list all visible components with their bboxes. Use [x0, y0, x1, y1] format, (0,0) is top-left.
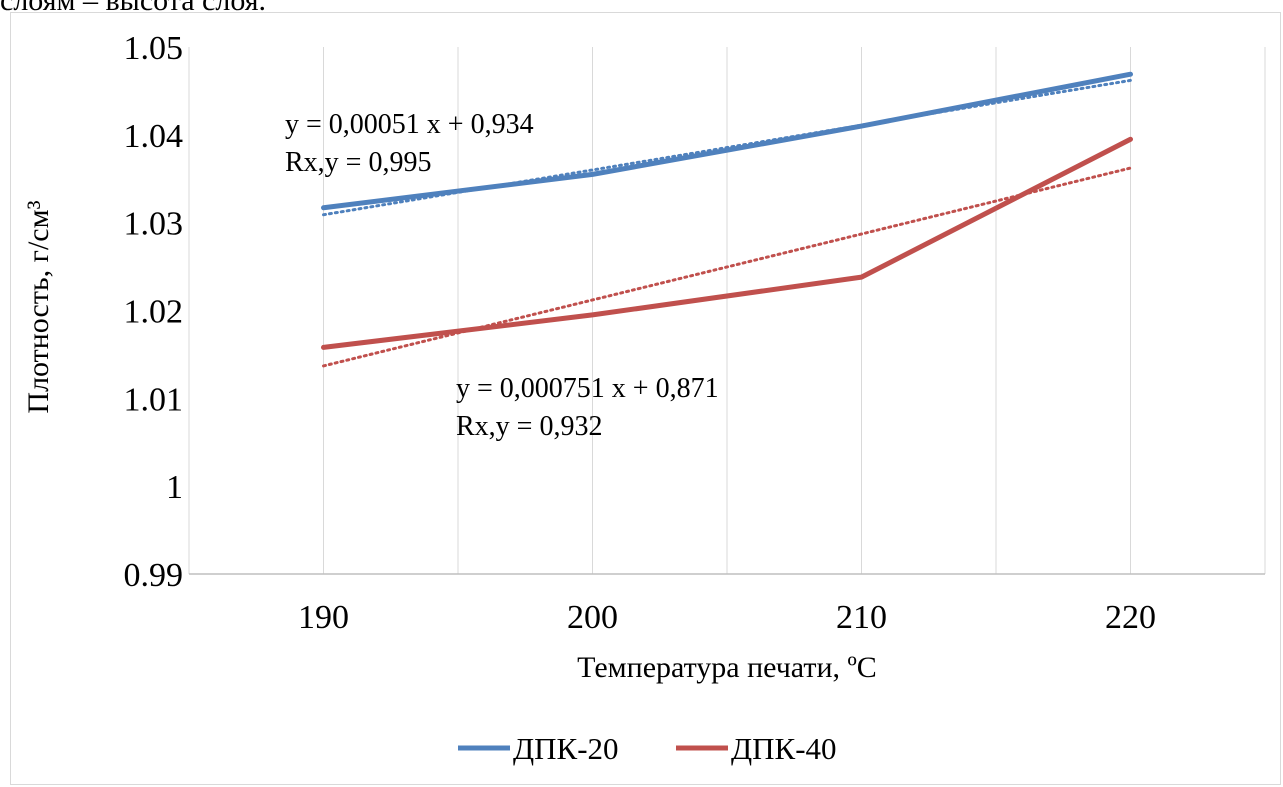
- trend-r-dpk20: Rx,y = 0,995: [285, 147, 431, 178]
- series-line-0: [321, 71, 1133, 211]
- legend-label-dpk20: ДПК-20: [513, 731, 619, 766]
- series-line-1: [321, 136, 1133, 350]
- y-tick-label-4: 1.03: [124, 206, 184, 243]
- legend-label-dpk40: ДПК-40: [731, 731, 837, 766]
- trend-r-dpk40: Rx,y = 0,932: [456, 411, 602, 442]
- x-tick-label-2: 210: [836, 599, 887, 636]
- y-tick-label-6: 1.05: [124, 30, 184, 67]
- series-lines: [321, 71, 1133, 350]
- x-tick-label-0: 190: [298, 599, 349, 636]
- chart-frame: [10, 12, 1281, 785]
- legend: ДПК-20 ДПК-40: [458, 731, 837, 766]
- grid-lines: [188, 47, 1266, 574]
- tick-labels: 0.99 1 1.01 1.02 1.03 1.04 1.05 190 200 210 220: [124, 30, 1157, 636]
- y-tick-label-5: 1.04: [124, 118, 184, 155]
- y-tick-label-0: 0.99: [124, 557, 184, 594]
- y-tick-label-3: 1.02: [124, 294, 184, 331]
- trendline-0: [322, 78, 1132, 217]
- x-tick-label-1: 200: [567, 599, 618, 636]
- y-tick-label-1: 1: [166, 469, 183, 506]
- trend-equation-dpk20: y = 0,00051 x + 0,934: [285, 109, 534, 140]
- x-axis-title: Температура печати, ºС: [577, 651, 877, 684]
- trend-equation-dpk40: y = 0,000751 x + 0,871: [456, 373, 719, 404]
- y-axis-title: Плотность, г/см³: [22, 200, 55, 413]
- y-tick-label-2: 1.01: [124, 381, 184, 418]
- x-tick-label-3: 220: [1105, 599, 1156, 636]
